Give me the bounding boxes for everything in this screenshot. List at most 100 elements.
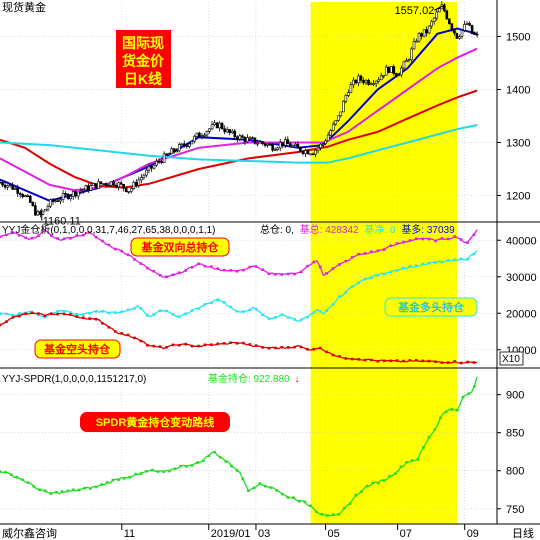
candle-body: [71, 191, 75, 197]
candle-body: [172, 148, 176, 152]
series-point: [254, 307, 258, 311]
series-point: [382, 359, 386, 363]
candle-body: [160, 161, 163, 163]
series-point: [389, 270, 392, 274]
series-point: [26, 481, 30, 484]
series-point: [190, 265, 194, 269]
series-point: [190, 309, 194, 312]
series-point: [275, 489, 278, 492]
candle-body: [266, 144, 269, 146]
candle-body: [311, 153, 315, 156]
series-point: [101, 310, 104, 313]
candle-body: [215, 122, 219, 129]
candle-body: [230, 130, 234, 134]
fund-indicator-label: YYJ金仓析(0,1,0,0,0,31,7,46,27,65,38,0,0,0,…: [2, 223, 215, 236]
series-point: [439, 416, 442, 420]
series-point: [410, 459, 414, 462]
series-point: [213, 450, 216, 454]
series-point: [389, 244, 392, 247]
candle-body: [21, 194, 25, 197]
candle-body: [210, 124, 214, 130]
candle-body: [392, 66, 396, 74]
candle-body: [405, 60, 408, 63]
candle-body: [468, 23, 471, 26]
panel-borders: [0, 0, 540, 525]
series-point: [388, 474, 391, 478]
candle-body: [34, 205, 37, 216]
series-point: [472, 361, 476, 364]
series-point: [139, 307, 143, 310]
candle-body: [198, 132, 201, 137]
candle-body: [415, 40, 418, 43]
candle-body: [235, 136, 239, 140]
candle-body: [395, 73, 398, 77]
y-tick-label: 30000: [506, 272, 537, 284]
candle-body: [329, 130, 333, 136]
candle-body: [28, 195, 32, 203]
candle-body: [92, 183, 95, 186]
candle-body: [465, 23, 469, 25]
series-point: [94, 235, 98, 239]
series-point: [280, 273, 284, 276]
series-point: [281, 492, 284, 496]
candle-body: [147, 166, 151, 171]
series-point: [94, 317, 98, 321]
series-point: [117, 478, 120, 481]
candle-body: [367, 80, 370, 85]
candle-body: [175, 150, 179, 153]
series-point: [427, 237, 431, 241]
series-point: [377, 481, 380, 485]
series-point: [122, 476, 126, 480]
candle-body: [44, 208, 47, 212]
x-tick-label: 09: [467, 528, 479, 540]
series-point: [62, 312, 66, 316]
candle-body: [271, 144, 274, 151]
series-point: [184, 269, 188, 272]
series-point: [427, 359, 431, 363]
series-point: [139, 262, 143, 265]
candle-body: [407, 59, 411, 61]
series-point: [466, 360, 469, 364]
candle-body: [425, 29, 428, 34]
series-point: [190, 344, 194, 348]
candle-body: [69, 196, 72, 199]
series-point: [466, 241, 469, 244]
callout-fund-total: 基金双向总持仓: [141, 240, 220, 254]
series-point: [389, 359, 392, 363]
x-tick-label: 2019/01: [211, 528, 251, 540]
series-point: [224, 460, 228, 463]
candle-body: [190, 141, 194, 145]
candle-body: [109, 181, 113, 186]
y-tick-label: 40000: [506, 235, 537, 247]
y-tick-label: 20000: [506, 308, 537, 320]
candle-body: [344, 95, 348, 102]
series-point: [331, 353, 335, 357]
series-point: [395, 242, 399, 245]
series-point: [210, 301, 213, 305]
series-point: [207, 454, 211, 458]
series-point: [456, 408, 459, 412]
candle-body: [278, 142, 282, 149]
candle-body: [347, 92, 350, 96]
series-point: [434, 261, 437, 264]
candle-body: [220, 122, 224, 130]
series-point: [450, 408, 454, 411]
candle-body: [238, 135, 242, 140]
candle-body: [195, 132, 199, 137]
candle-body: [157, 161, 161, 163]
series-point: [241, 477, 245, 481]
series-point: [433, 428, 437, 431]
candle-body: [18, 193, 22, 195]
chart-title-line-2: 货金价: [121, 53, 165, 69]
series-point: [145, 343, 149, 347]
candle-body: [369, 83, 373, 85]
candle-body: [319, 143, 322, 149]
candle-body: [140, 177, 143, 181]
series-point: [24, 236, 27, 240]
series-point: [120, 310, 123, 313]
series-point: [62, 237, 66, 241]
fund-info-long: 基多: 37039: [401, 223, 455, 236]
candle-body: [117, 182, 120, 188]
price-axis: 1200 1300 1400 1500: [497, 31, 530, 202]
